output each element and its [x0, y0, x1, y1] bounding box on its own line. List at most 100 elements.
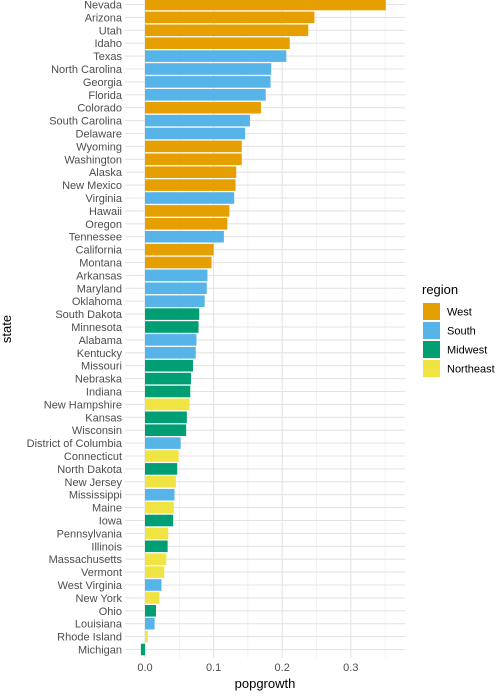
y-tick-label: California [76, 245, 123, 257]
legend-swatch [423, 322, 440, 339]
y-tick-label: Kansas [85, 412, 122, 424]
y-tick-label: West Virginia [58, 580, 123, 592]
bar [145, 527, 169, 540]
bar [145, 218, 228, 230]
bars [140, 0, 386, 656]
bar [145, 488, 175, 501]
bar [145, 398, 190, 411]
bar [145, 347, 196, 359]
y-tick-label: Oregon [85, 219, 122, 231]
y-tick-label: Pennsylvania [57, 528, 123, 540]
bar [145, 114, 250, 127]
y-tick-label: Alabama [79, 335, 123, 347]
legend-label: Northeast [447, 364, 495, 376]
bar [145, 282, 207, 295]
bar [145, 256, 212, 269]
x-tick-labels: 0.0 0.1 0.2 0.3 [137, 662, 358, 674]
bar [145, 411, 187, 424]
bar [145, 0, 386, 11]
y-tick-label: Maryland [77, 283, 122, 295]
bar [145, 514, 174, 527]
bar [145, 321, 199, 333]
bar [145, 295, 205, 307]
bar [145, 359, 194, 372]
y-tick-label: Illinois [91, 541, 122, 553]
bar [145, 153, 242, 166]
legend-swatch [423, 341, 440, 358]
y-tick-label: New Hampshire [44, 399, 122, 411]
bar [145, 476, 176, 488]
x-tick-label: 0.3 [343, 662, 358, 674]
legend-label: South [447, 326, 476, 338]
bar [145, 579, 162, 591]
y-tick-label: Kentucky [77, 348, 123, 360]
y-tick-label: Michigan [78, 645, 122, 657]
x-tick-label: 0.0 [137, 662, 152, 674]
y-tick-label: Arkansas [76, 270, 122, 282]
y-tick-label: Ohio [99, 606, 122, 618]
bar [145, 605, 156, 617]
y-tick-label: Connecticut [64, 451, 122, 463]
bar [145, 179, 236, 191]
y-tick-label: North Dakota [57, 464, 123, 476]
y-tick-label: Idaho [94, 38, 122, 50]
y-tick-label: New Jersey [65, 477, 123, 489]
y-tick-label: Colorado [77, 103, 122, 115]
bar [145, 140, 242, 153]
legend-label: Midwest [447, 345, 487, 357]
y-tick-label: Minnesota [71, 322, 123, 334]
y-tick-label: Florida [88, 90, 123, 102]
y-tick-label: Vermont [81, 567, 122, 579]
y-tick-label: Wyoming [76, 141, 122, 153]
y-tick-label: Maine [92, 503, 122, 515]
bar [145, 424, 187, 436]
legend-title: region [422, 282, 458, 297]
bar [145, 385, 191, 398]
bar [145, 437, 181, 449]
y-axis-title: state [0, 315, 14, 343]
y-tick-label: New Mexico [62, 180, 122, 192]
bar [145, 243, 214, 256]
bar [145, 166, 237, 178]
y-tick-label: New York [76, 593, 123, 605]
bar [145, 450, 179, 462]
bar [145, 463, 178, 475]
y-tick-label: Oklahoma [72, 296, 123, 308]
legend-swatch [423, 303, 440, 320]
y-tick-label: Massachusetts [49, 554, 123, 566]
y-tick-label: Georgia [83, 77, 123, 89]
bar [145, 230, 224, 243]
bar [145, 592, 160, 604]
bar [145, 501, 174, 514]
bar [145, 308, 200, 320]
x-tick-label: 0.1 [206, 662, 221, 674]
legend: region West South Midwest Northeast [422, 282, 495, 377]
bar [145, 101, 261, 114]
legend-label: West [447, 307, 472, 319]
y-tick-label: Iowa [99, 516, 123, 528]
bar [145, 566, 165, 578]
bar [145, 63, 272, 75]
y-tick-label: Tennessee [69, 232, 122, 244]
y-tick-label: Rhode Island [57, 632, 122, 644]
y-tick-label: South Carolina [49, 116, 123, 128]
bar [145, 76, 271, 88]
bar [145, 11, 315, 24]
y-tick-label: Virginia [86, 193, 123, 205]
x-axis-title: popgrowth [235, 676, 296, 691]
y-tick-label: Texas [93, 51, 122, 63]
legend-swatch [423, 360, 440, 377]
bar [145, 89, 266, 101]
x-tick-label: 0.2 [275, 662, 290, 674]
bar [145, 553, 167, 565]
y-tick-label: Montana [79, 258, 123, 270]
y-tick-label: Washington [64, 154, 122, 166]
bar [145, 372, 191, 385]
bar [145, 192, 235, 204]
y-tick-label: Louisiana [75, 619, 123, 631]
y-tick-label: Nebraska [75, 374, 123, 386]
bar [145, 24, 309, 37]
bar [145, 127, 246, 140]
y-tick-label: Alaska [89, 167, 123, 179]
